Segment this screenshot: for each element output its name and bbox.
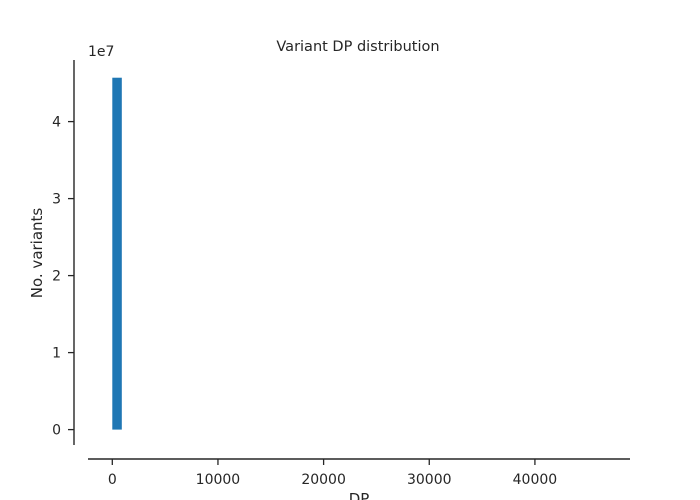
x-tick-label-4: 40000 [513, 472, 558, 488]
y-tick-label-1: 1 [52, 346, 61, 362]
y-tick-label-3: 3 [52, 192, 61, 208]
histogram-bar-0 [112, 77, 122, 430]
x-tick-label-0: 0 [108, 472, 117, 488]
x-tick-label-3: 30000 [407, 472, 452, 488]
x-tick-label-1: 10000 [196, 472, 241, 488]
x-tick-label-2: 20000 [301, 472, 346, 488]
y-tick-label-4: 4 [52, 115, 61, 131]
plot-layer: 0 1 2 3 4 0 10000 20000 30000 40000 [52, 60, 630, 488]
y-tick-label-0: 0 [52, 423, 61, 439]
y-axis-label: No. variants [28, 208, 46, 299]
y-tick-label-2: 2 [52, 269, 61, 285]
x-axis-label: DP [349, 490, 370, 500]
chart-title: Variant DP distribution [276, 39, 439, 55]
y-axis-offset-label: 1e7 [88, 44, 114, 60]
